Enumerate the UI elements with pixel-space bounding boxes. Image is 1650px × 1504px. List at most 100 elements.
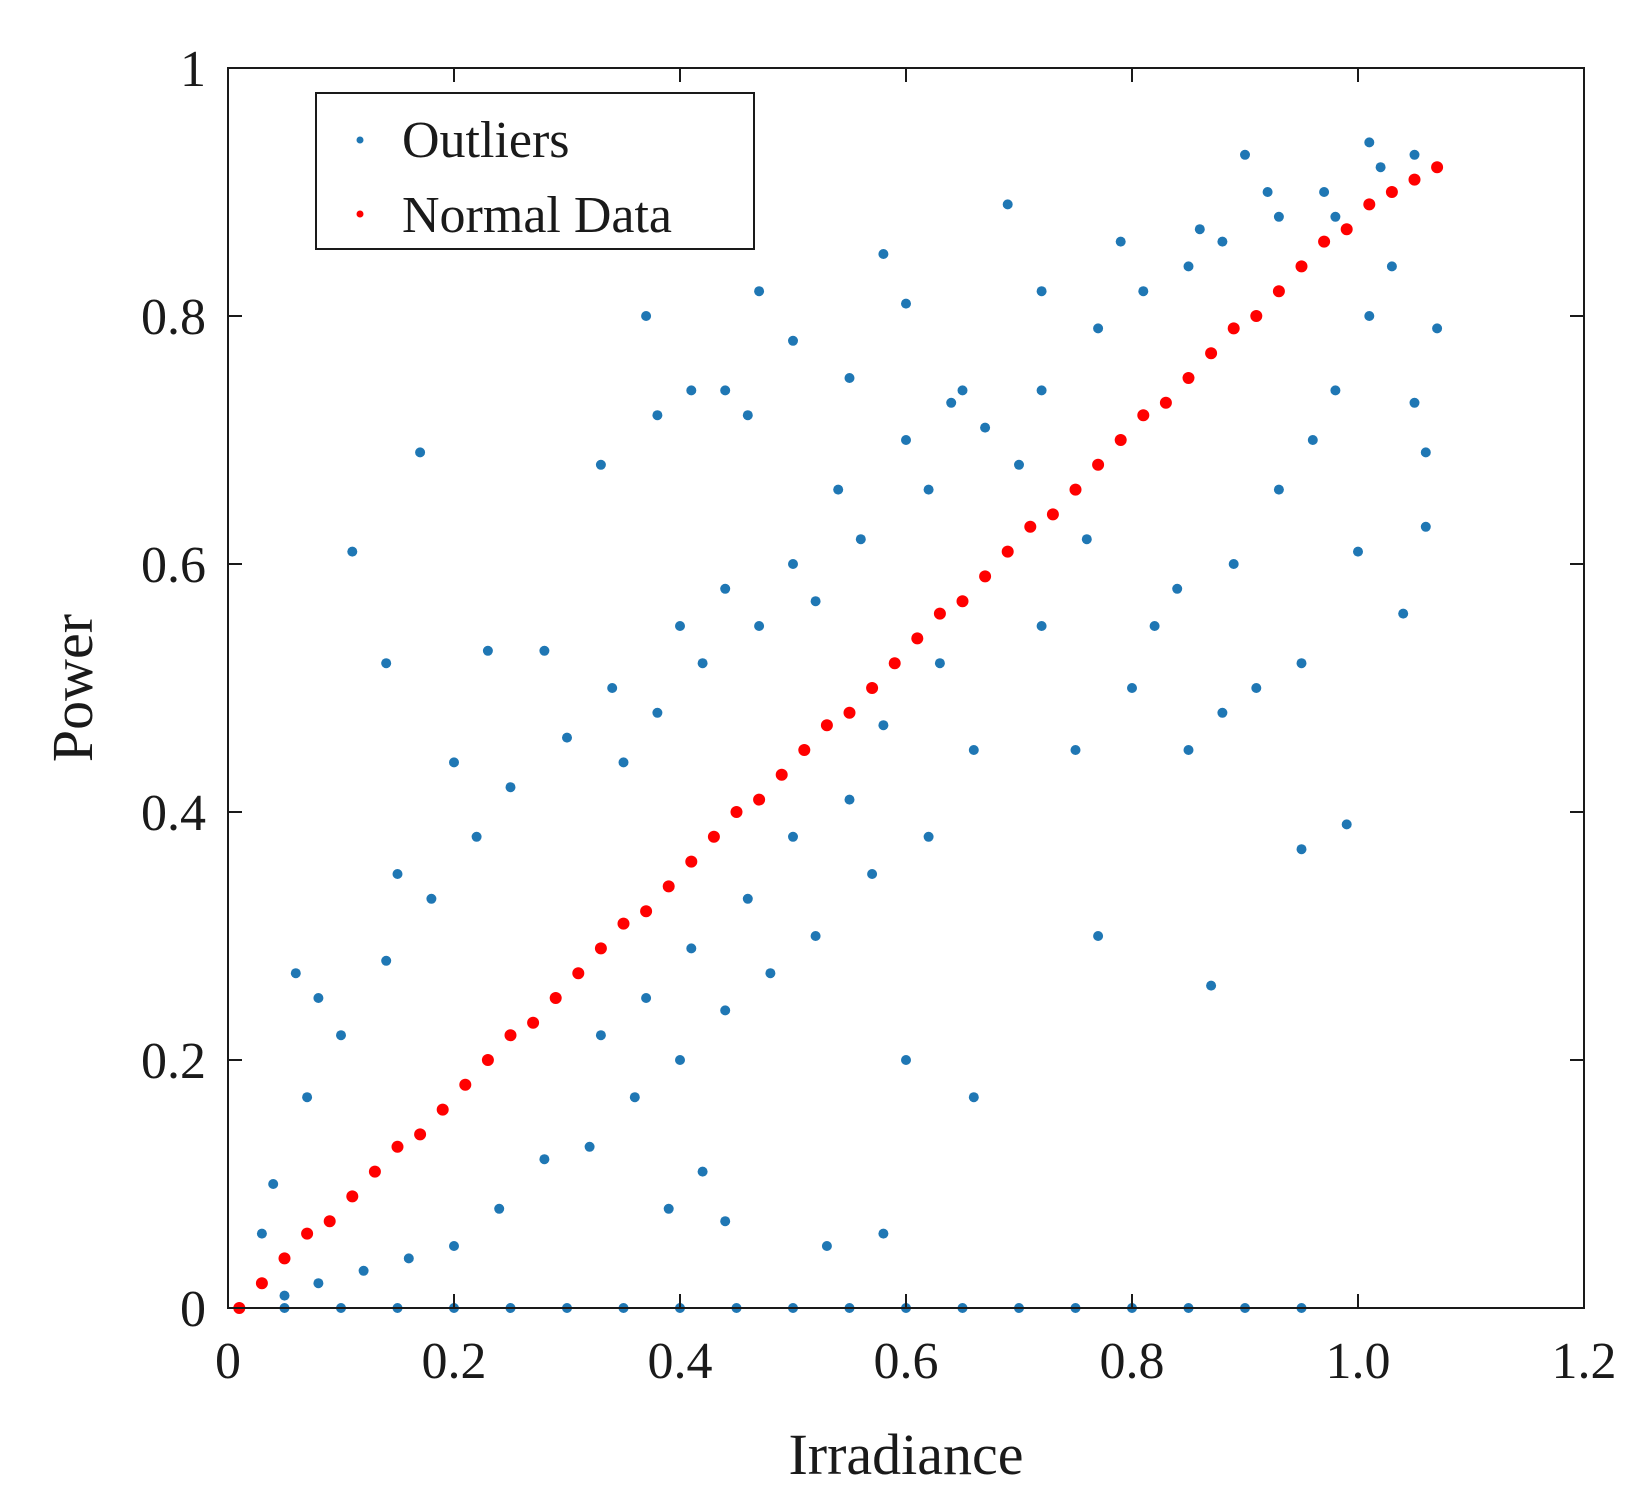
outlier-point <box>980 422 991 433</box>
outlier-point <box>426 893 437 904</box>
outlier-point <box>957 385 968 396</box>
outlier-point <box>754 286 765 297</box>
outlier-point <box>313 1278 324 1289</box>
outlier-point <box>720 385 731 396</box>
normal-data-point <box>1137 409 1150 422</box>
outlier-point <box>381 955 392 966</box>
normal-data-point <box>1114 434 1127 446</box>
normal-data-point <box>368 1165 381 1178</box>
normal-data-point <box>617 917 630 930</box>
y-tick-label: 0.4 <box>141 785 206 842</box>
outlier-point <box>279 1290 290 1301</box>
outlier-point <box>742 410 753 421</box>
outlier-point <box>1330 385 1341 396</box>
outlier-point <box>742 893 753 904</box>
outlier-point <box>1420 521 1431 532</box>
normal-data-point <box>1227 322 1240 335</box>
normal-data-point <box>933 607 946 620</box>
normal-data-point <box>707 830 720 843</box>
outlier-point <box>1070 745 1081 755</box>
outlier-point <box>1002 199 1013 210</box>
outlier-point <box>1409 149 1420 160</box>
normal-data-point <box>1046 508 1059 521</box>
normal-data-point <box>504 1029 517 1042</box>
outlier-point <box>788 559 798 569</box>
normal-data-point <box>640 905 653 918</box>
outlier-point <box>1081 534 1092 545</box>
outlier-point <box>313 993 324 1003</box>
outlier-point <box>1251 683 1262 693</box>
outlier-point <box>765 968 776 979</box>
y-axis-title: Power <box>40 614 105 762</box>
normal-data-series <box>233 161 1444 1314</box>
x-tick-label: 0.2 <box>422 1333 487 1390</box>
outlier-point <box>358 1265 369 1276</box>
x-tick-label: 0.4 <box>648 1333 713 1390</box>
outlier-point <box>1093 323 1104 334</box>
normal-data-point <box>323 1215 336 1228</box>
outlier-point <box>482 645 493 656</box>
outlier-point <box>1183 745 1194 755</box>
outlier-point <box>810 596 821 607</box>
legend-box <box>315 92 755 250</box>
outlier-point <box>1364 137 1375 148</box>
plot-frame <box>227 67 1585 1309</box>
outlier-point <box>607 683 618 693</box>
outlier-point <box>1273 484 1284 495</box>
y-tick-label: 0.6 <box>141 537 206 594</box>
outlier-point <box>1206 980 1217 991</box>
outlier-point <box>686 943 697 954</box>
outlier-point <box>1036 286 1047 297</box>
outlier-point <box>347 546 358 557</box>
normal-data-point <box>979 570 992 583</box>
outlier-point <box>403 1253 414 1264</box>
normal-data-point <box>572 967 585 980</box>
outlier-point <box>686 385 697 396</box>
normal-data-point <box>1340 223 1353 236</box>
outlier-point <box>1014 459 1024 470</box>
outlier-point <box>1240 149 1250 160</box>
outlier-point <box>290 968 301 979</box>
legend-label-outliers: Outliers <box>402 112 570 169</box>
outlier-point <box>415 447 426 458</box>
outlier-point <box>901 1055 911 1065</box>
normal-data-point <box>1182 372 1195 384</box>
outlier-point <box>754 621 765 631</box>
outlier-point <box>901 435 911 445</box>
outlier-point <box>878 1228 889 1239</box>
normal-data-point <box>1001 545 1014 558</box>
outlier-point <box>505 782 516 793</box>
outlier-point <box>810 931 821 941</box>
x-tick-label: 1.2 <box>1552 1333 1617 1390</box>
normal-data-point <box>1385 186 1398 198</box>
outlier-point <box>595 459 606 470</box>
normal-data-point <box>911 632 924 645</box>
normal-data-point <box>549 992 562 1004</box>
outlier-point <box>968 745 979 755</box>
outlier-point <box>1398 608 1409 619</box>
y-axis-tick-labels: 0 0.2 0.4 0.6 0.8 1 <box>141 41 206 1338</box>
legend-label-normal-data: Normal Data <box>402 187 672 244</box>
normal-data-point <box>527 1016 540 1029</box>
x-tick-label: 0 <box>215 1333 241 1390</box>
outlier-point <box>641 311 652 321</box>
outlier-point <box>1341 819 1352 830</box>
normal-data-point <box>1295 260 1308 273</box>
outlier-point <box>1364 311 1375 321</box>
normal-data-point <box>1250 310 1263 322</box>
outlier-point <box>1217 236 1228 247</box>
x-tick-label: 0.6 <box>874 1333 939 1390</box>
x-tick-label: 1.0 <box>1326 1333 1391 1390</box>
normal-data-point <box>1408 173 1421 186</box>
y-tick-label: 0.2 <box>141 1033 206 1090</box>
normal-data-point <box>346 1190 359 1203</box>
outlier-point <box>720 1216 731 1227</box>
outlier-point <box>1149 621 1160 631</box>
outlier-point <box>302 1092 313 1103</box>
outlier-point <box>471 831 482 842</box>
normal-data-point <box>436 1103 449 1116</box>
outlier-point <box>1194 224 1205 235</box>
outlier-point <box>675 1055 685 1065</box>
outlier-point <box>697 658 708 669</box>
outlier-point <box>1432 323 1443 334</box>
